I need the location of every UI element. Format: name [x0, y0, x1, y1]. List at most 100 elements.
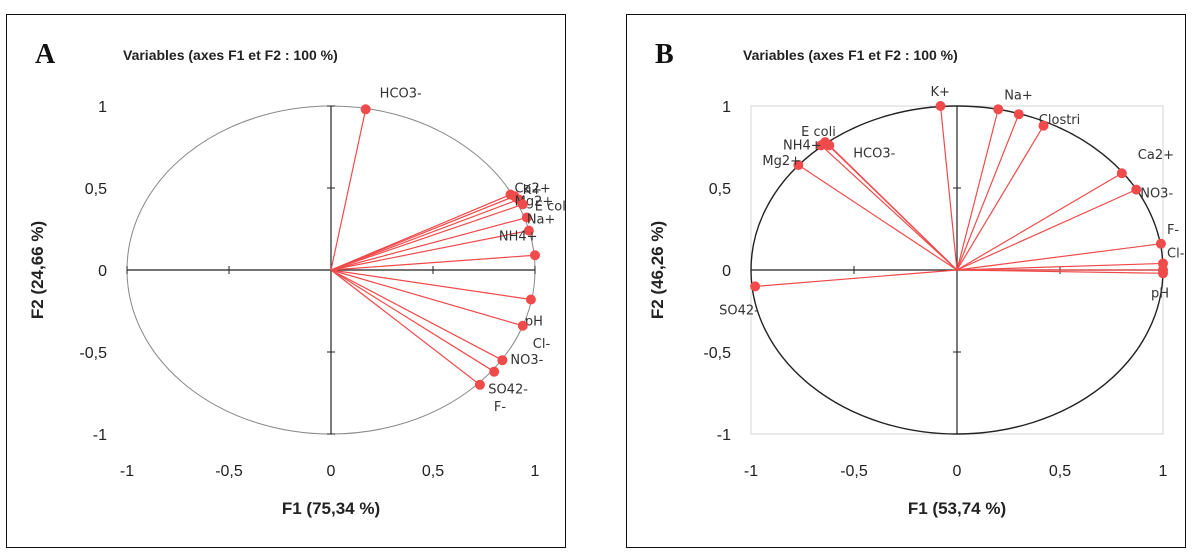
variable-point [1013, 109, 1024, 120]
variable-vector [330, 269, 481, 386]
chart-b-svg: B Variables (axes F1 et F2 : 100 %) -1 -0… [648, 39, 1185, 518]
variable-vector [330, 269, 495, 373]
variable-label: E coli [535, 199, 567, 214]
x-tick-label: 1 [531, 463, 540, 480]
variable-point [521, 212, 532, 223]
variable-point [993, 104, 1004, 115]
variable-label: Na+ [1004, 88, 1033, 103]
x-tick-label: -1 [744, 463, 758, 480]
variable-point [517, 199, 528, 210]
y-axis-title: F2 (46,26 %) [648, 221, 667, 319]
variable-vector [330, 269, 523, 327]
x-tick-label: 0 [327, 463, 336, 480]
variable-vector [330, 109, 367, 271]
plot-area: -1 -0,5 0 0,5 1 1 0,5 0 -0,5 -1 F1 (53,74 %) F2 (46… [648, 85, 1185, 518]
x-tick-label: -0,5 [215, 463, 243, 480]
variable-label: Ca2+ [515, 182, 551, 197]
variable-vector [820, 144, 958, 271]
panel-letter: A [35, 39, 56, 70]
chart-panel-a: A Variables (axes F1 et F2 : 100 %) -1 -0… [6, 14, 567, 548]
variable-vector [956, 189, 1137, 271]
chart-panel-b: B Variables (axes F1 et F2 : 100 %) -1 -0… [626, 14, 1186, 548]
variable-label: HCO3- [853, 146, 895, 161]
variable-label: NH4+ [499, 230, 538, 245]
y-tick-label: 0 [722, 263, 731, 280]
variable-point [489, 366, 500, 377]
variable-label: Na+ [527, 213, 556, 228]
variable-point [1131, 184, 1142, 195]
variable-label: K+ [523, 183, 542, 198]
variable-vector [956, 172, 1123, 271]
variable-label: F- [494, 400, 506, 415]
variable-label: NO3- [1140, 187, 1173, 202]
y-axis-title: F2 (24,66 %) [28, 221, 47, 319]
variable-vector [956, 125, 1045, 271]
x-tick-label: -1 [120, 463, 134, 480]
variable-label: Cl- [533, 337, 551, 352]
variable-point [1038, 120, 1049, 131]
x-tick-label: 0,5 [1049, 463, 1071, 480]
x-axis-title: F1 (75,34 %) [282, 499, 380, 518]
x-tick-label: -0,5 [840, 463, 868, 480]
variable-label: K+ [931, 85, 950, 100]
y-tick-label: -1 [93, 427, 107, 444]
x-tick-label: 0 [953, 463, 962, 480]
x-tick-label: 1 [1159, 463, 1168, 480]
variable-label: E coli [801, 125, 836, 140]
plot-area: -1 -0,5 0 0,5 1 1 0,5 0 -0,5 -1 F1 (75,34 %) F2 (24… [28, 86, 567, 518]
variable-point [935, 101, 946, 111]
variable-label: Mg2+ [762, 154, 801, 169]
variable-vector [330, 198, 519, 271]
variable-point [525, 294, 536, 305]
variable-label: F- [1167, 223, 1179, 238]
chart-title: Variables (axes F1 et F2 : 100 %) [123, 47, 338, 63]
variable-label: NH4+ [783, 138, 822, 153]
variable-point [523, 225, 534, 236]
variable-label: SO42- [719, 303, 759, 318]
x-tick-label: 0,5 [422, 463, 444, 480]
variable-label: HCO3- [380, 86, 422, 101]
variable-vector [330, 216, 527, 271]
variable-vector [330, 203, 523, 271]
variable-point [824, 140, 835, 151]
variable-point [497, 355, 508, 366]
variable-label: Clostri [1039, 113, 1080, 128]
variable-point [530, 250, 540, 261]
y-tick-label: -0,5 [703, 345, 731, 362]
variable-label: pH [1151, 286, 1169, 301]
variable-vector [956, 113, 1020, 271]
variable-point [517, 320, 528, 331]
variable-point [1116, 168, 1127, 179]
chart-a-svg: A Variables (axes F1 et F2 : 100 %) -1 -0… [28, 39, 567, 518]
x-axis-title: F1 (53,74 %) [908, 499, 1006, 518]
variable-vector [755, 269, 958, 287]
y-tick-label: 1 [98, 99, 107, 116]
variable-label: Cl- [1167, 246, 1185, 261]
variable-point [360, 104, 371, 115]
variable-vector [956, 243, 1162, 271]
y-tick-label: -1 [717, 427, 731, 444]
variable-vector [956, 262, 1164, 271]
y-tick-label: 0 [98, 263, 107, 280]
variable-vector [330, 230, 529, 271]
variable-vector [956, 109, 999, 271]
variable-point [793, 160, 804, 171]
panel-letter: B [655, 39, 674, 70]
y-tick-label: -0,5 [79, 345, 107, 362]
variable-point [1155, 238, 1166, 249]
variable-vector [828, 144, 958, 271]
y-tick-label: 0,5 [85, 181, 107, 198]
variable-vector [956, 269, 1164, 274]
variable-label: pH [525, 315, 543, 330]
y-tick-label: 1 [722, 99, 731, 116]
variable-point [816, 140, 827, 151]
y-tick-label: 0,5 [709, 181, 731, 198]
chart-title: Variables (axes F1 et F2 : 100 %) [743, 47, 958, 63]
variable-vector [798, 164, 958, 271]
variable-point [1158, 268, 1168, 279]
variable-point [750, 281, 761, 292]
variable-vector [330, 195, 515, 271]
variable-vector [330, 269, 503, 361]
variable-label: NO3- [510, 353, 543, 368]
variable-vector [330, 254, 536, 271]
